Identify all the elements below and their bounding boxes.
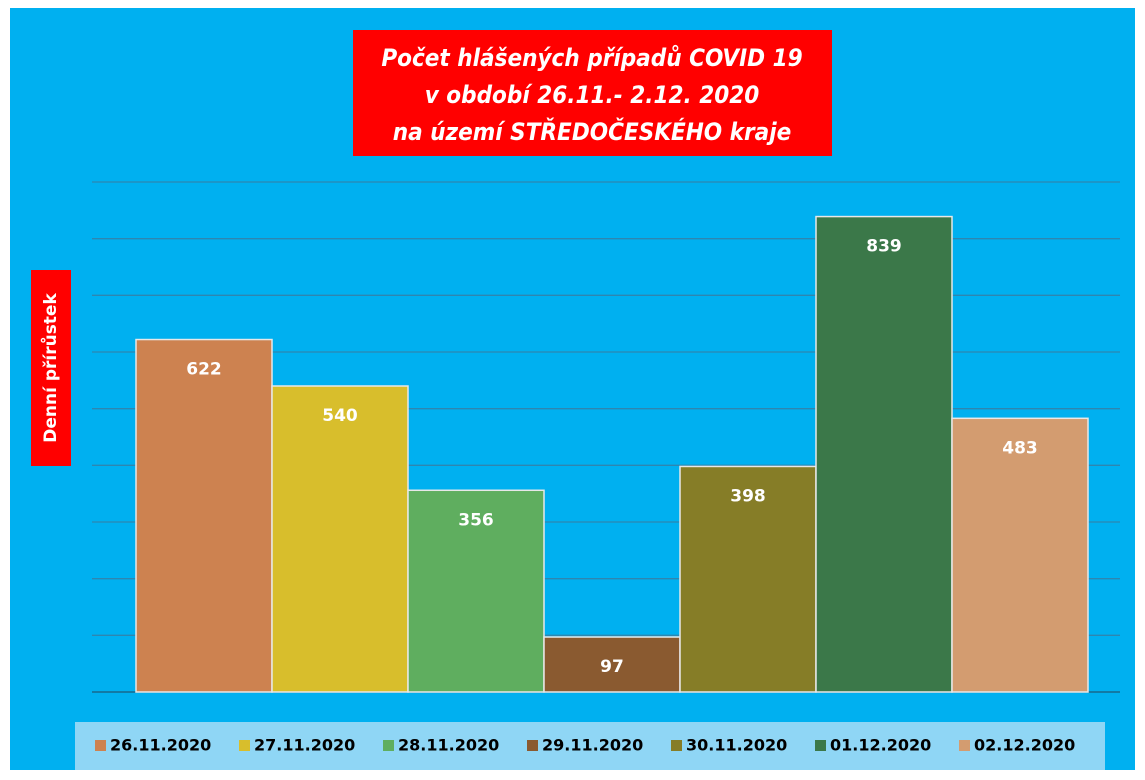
legend-label: 02.12.2020 [974,736,1075,755]
legend-label: 29.11.2020 [542,736,643,755]
data-label: 356 [458,510,494,530]
data-label: 622 [186,360,222,380]
legend-label: 01.12.2020 [830,736,931,755]
y-axis-label: Denní přírůstek [39,293,61,443]
data-label: 540 [322,406,358,426]
data-label: 97 [600,657,624,677]
data-label: 398 [730,486,766,506]
bar [679,465,817,693]
legend-swatch [239,740,250,751]
legend-label: 27.11.2020 [254,736,355,755]
data-label: 483 [1002,438,1038,458]
legend-label: 26.11.2020 [110,736,211,755]
data-label: 839 [866,237,902,257]
bar [951,417,1089,693]
chart-title: na území STŘEDOČESKÉHO kraje [393,116,792,146]
bar [407,489,545,693]
legend-swatch [527,740,538,751]
legend-swatch [959,740,970,751]
bar [135,338,273,693]
bar [271,385,409,693]
legend-swatch [671,740,682,751]
bar [543,636,681,693]
legend-swatch [95,740,106,751]
legend-label: 28.11.2020 [398,736,499,755]
legend-label: 30.11.2020 [686,736,787,755]
legend-swatch [815,740,826,751]
bar [815,215,953,693]
chart-title: Počet hlášených případů COVID 19 [381,44,802,72]
legend-swatch [383,740,394,751]
y-label-box [31,270,71,466]
title-box [353,30,832,156]
chart-title: v období 26.11.- 2.12. 2020 [425,81,760,109]
